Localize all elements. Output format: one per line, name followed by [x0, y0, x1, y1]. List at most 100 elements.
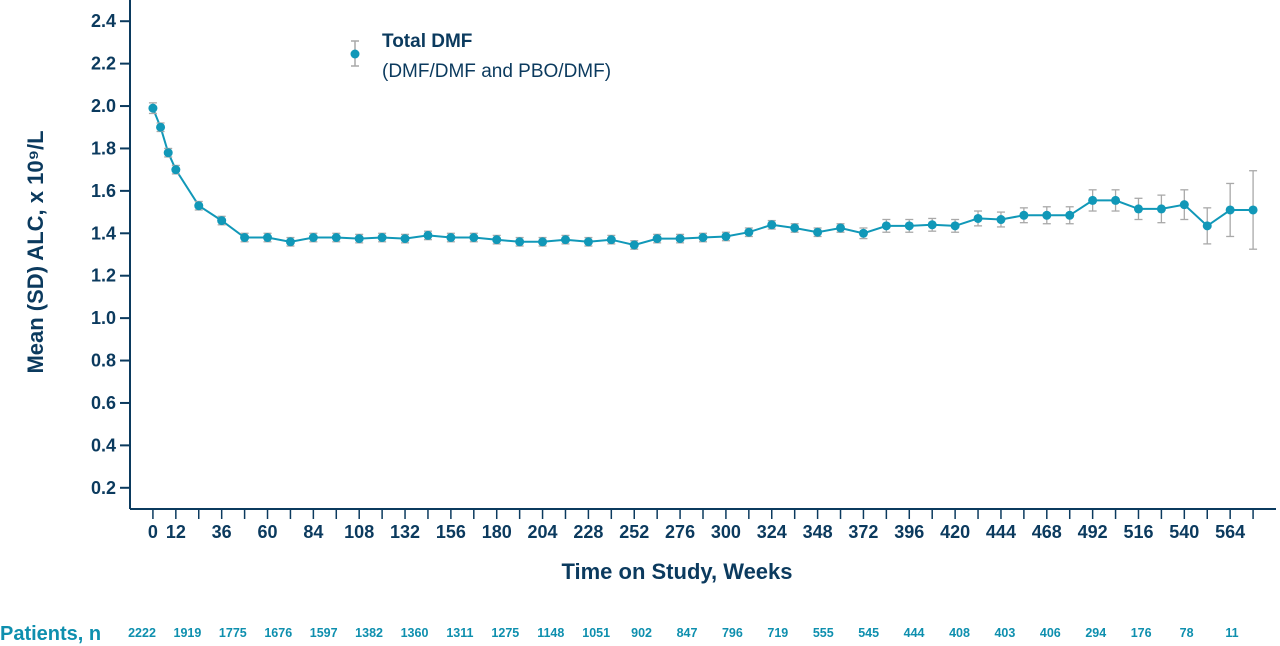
patients-count: 902 [631, 626, 652, 640]
x-tick-label: 108 [344, 522, 374, 542]
x-tick-label: 324 [757, 522, 787, 542]
data-point [1133, 204, 1143, 214]
data-point [377, 233, 387, 243]
data-point [583, 237, 593, 247]
data-point [996, 215, 1006, 225]
data-point [560, 235, 570, 245]
patients-count: 555 [813, 626, 834, 640]
data-point [606, 235, 616, 245]
data-points [148, 103, 1258, 250]
data-point [767, 220, 777, 230]
patients-count: 1311 [446, 626, 473, 640]
y-tick-label: 1.2 [91, 266, 116, 286]
patients-count: 719 [767, 626, 788, 640]
data-point [836, 223, 846, 233]
data-point [1065, 210, 1075, 220]
data-point [285, 237, 295, 247]
data-point [240, 233, 250, 243]
y-tick-label: 0.4 [91, 435, 116, 455]
patients-count: 1382 [355, 626, 383, 640]
data-point [858, 228, 868, 238]
data-point [973, 213, 983, 223]
data-point [354, 234, 364, 244]
x-tick-label: 276 [665, 522, 695, 542]
y-tick-label: 1.6 [91, 181, 116, 201]
y-tick-label: 1.0 [91, 308, 116, 328]
x-axis: 0 12 36 60 84 108 132 156 180 204 228 252 276 300 324 3… [130, 508, 1276, 542]
patients-count: 1919 [174, 626, 202, 640]
data-point [538, 237, 548, 247]
data-point [1019, 210, 1029, 220]
y-tick-label: 2.4 [91, 11, 116, 31]
x-tick-label: 36 [212, 522, 232, 542]
y-axis: 0.2 0.4 0.6 0.8 1.0 1.2 1.4 1.6 1.8 2.0 2.2 2.4 [91, 0, 131, 509]
x-tick-label: 132 [390, 522, 420, 542]
patients-count: 406 [1040, 626, 1061, 640]
patients-counts: 2222 1919 1775 1676 1597 1382 1360 1311 1275 1148… [128, 626, 1239, 640]
patients-count: 1051 [582, 626, 610, 640]
x-tick-label: 180 [482, 522, 512, 542]
y-tick-label: 2.0 [91, 96, 116, 116]
data-point [1042, 210, 1052, 220]
data-point [1111, 195, 1121, 205]
x-tick-label: 372 [848, 522, 878, 542]
x-tick-label: 540 [1169, 522, 1199, 542]
patients-count: 2222 [128, 626, 156, 640]
data-point [790, 223, 800, 233]
x-tick-label: 468 [1032, 522, 1062, 542]
data-point [950, 221, 960, 231]
data-point [1248, 205, 1258, 215]
x-tick-label: 492 [1078, 522, 1108, 542]
data-point [904, 221, 914, 231]
patients-count: 1360 [401, 626, 429, 640]
data-point [217, 216, 227, 226]
patients-count: 545 [858, 626, 879, 640]
series-line-path [151, 107, 1254, 247]
data-point [515, 237, 525, 247]
data-point [446, 233, 456, 243]
legend-series-subtitle: (DMF/DMF and PBO/DMF) [382, 61, 611, 82]
legend-series-name: Total DMF [382, 31, 472, 52]
data-point [927, 220, 937, 230]
x-tick-label: 12 [166, 522, 186, 542]
data-point [1088, 195, 1098, 205]
y-tick-label: 0.6 [91, 393, 116, 413]
patients-count: 78 [1180, 626, 1194, 640]
x-tick-label: 516 [1123, 522, 1153, 542]
data-point [698, 233, 708, 243]
data-point [744, 227, 754, 237]
y-tick-label: 0.2 [91, 478, 116, 498]
data-point [331, 233, 341, 243]
data-point [1225, 205, 1235, 215]
data-point [148, 103, 158, 113]
patients-count: 444 [904, 626, 925, 640]
patients-count: 11 [1225, 626, 1238, 640]
patients-count: 403 [994, 626, 1015, 640]
data-point [194, 201, 204, 211]
data-point [1202, 221, 1212, 231]
y-tick-label: 1.8 [91, 138, 116, 158]
patients-count: 796 [722, 626, 743, 640]
data-point [400, 234, 410, 244]
y-tick-label: 2.2 [91, 54, 116, 74]
data-point [171, 165, 181, 175]
y-tick-label: 0.8 [91, 351, 116, 371]
series-line [151, 107, 1254, 247]
patients-count: 1275 [491, 626, 519, 640]
x-tick-label: 444 [986, 522, 1016, 542]
legend: Total DMF (DMF/DMF and PBO/DMF) [350, 31, 611, 82]
data-point [721, 231, 731, 241]
error-bars [148, 102, 1258, 250]
data-point [423, 230, 433, 240]
x-tick-label: 0 [148, 522, 158, 542]
x-tick-label: 348 [803, 522, 833, 542]
data-point [629, 240, 639, 250]
patients-count: 1148 [537, 626, 564, 640]
data-point [1156, 204, 1166, 214]
x-tick-label: 564 [1215, 522, 1245, 542]
legend-marker [350, 49, 360, 59]
y-tick-label: 1.4 [91, 223, 116, 243]
patients-count: 1597 [310, 626, 338, 640]
x-tick-label: 396 [894, 522, 924, 542]
x-tick-label: 204 [528, 522, 558, 542]
